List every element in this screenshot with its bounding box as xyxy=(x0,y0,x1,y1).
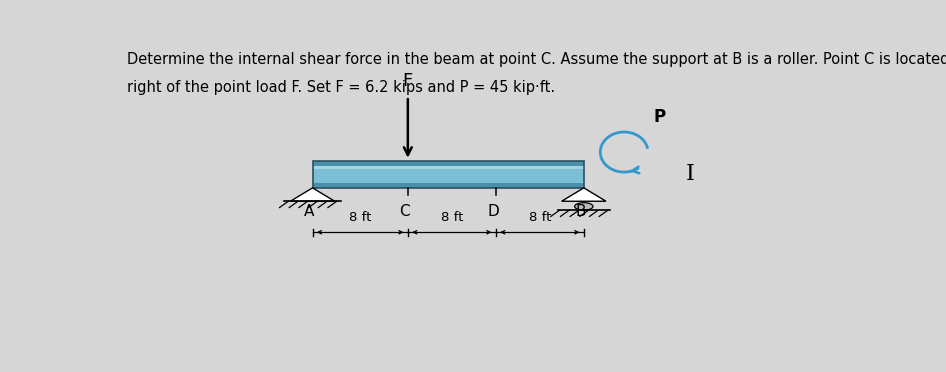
Text: right of the point load F. Set F = 6.2 kips and P = 45 kip·ft.: right of the point load F. Set F = 6.2 k… xyxy=(127,80,555,96)
Text: 8 ft: 8 ft xyxy=(441,211,463,224)
Text: C: C xyxy=(399,203,411,219)
Text: A: A xyxy=(304,203,314,219)
Text: P: P xyxy=(654,108,666,126)
Polygon shape xyxy=(290,188,335,201)
Bar xyxy=(312,161,584,188)
Text: Determine the internal shear force in the beam at point C. Assume the support at: Determine the internal shear force in th… xyxy=(127,52,946,67)
Bar xyxy=(312,161,584,166)
Text: D: D xyxy=(487,203,499,219)
Text: I: I xyxy=(686,163,694,185)
Bar xyxy=(312,161,584,188)
Bar xyxy=(312,166,584,169)
Text: 8 ft: 8 ft xyxy=(349,211,372,224)
Text: 8 ft: 8 ft xyxy=(529,211,551,224)
Text: F: F xyxy=(403,73,413,90)
Bar xyxy=(312,183,584,188)
Polygon shape xyxy=(562,188,606,201)
Ellipse shape xyxy=(574,203,593,210)
Text: B: B xyxy=(575,203,587,219)
